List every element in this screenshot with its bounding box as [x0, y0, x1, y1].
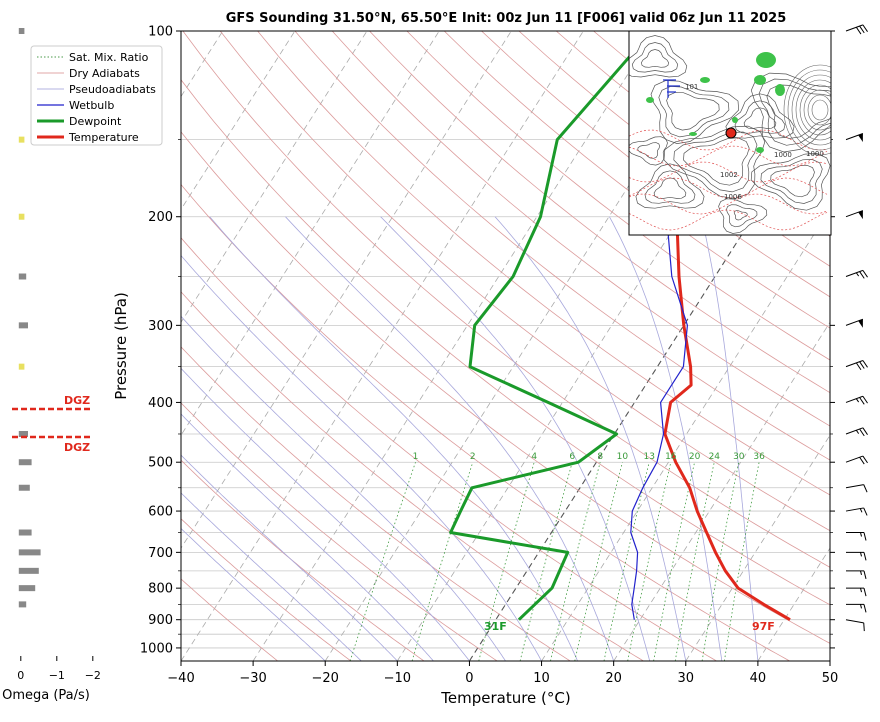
x-tick-label: 0: [465, 671, 473, 686]
inset-precip: [775, 84, 785, 96]
omega-bar: [19, 530, 32, 536]
inset-contour-label: 1000: [774, 151, 792, 159]
legend-label: Pseudoadiabats: [69, 83, 156, 96]
y-axis-label: Pressure (hPa): [112, 292, 130, 400]
inset-location-marker: [726, 128, 736, 138]
inset-precip: [700, 77, 710, 83]
omega-bar: [19, 549, 41, 555]
mixing-ratio-label: 2: [470, 452, 476, 462]
surface-dewpoint-label: 31F: [484, 620, 507, 633]
x-tick-label: 50: [822, 671, 839, 686]
mixing-ratio-label: 1: [413, 452, 419, 462]
omega-bar: [19, 568, 39, 574]
y-tick-label: 700: [148, 546, 173, 561]
surface-temperature-label: 97F: [752, 620, 775, 633]
dgz-label-top: DGZ: [64, 394, 90, 407]
inset-contour-label: 1002: [720, 171, 738, 179]
inset-precip: [756, 52, 776, 68]
inset-contour-label: 1006: [724, 193, 742, 201]
omega-tick-label: −2: [85, 669, 101, 682]
mixing-ratio-label: 36: [753, 452, 765, 462]
mixing-ratio-label: 20: [689, 452, 701, 462]
barb-full: [864, 623, 865, 631]
mixing-ratio-label: 8: [597, 452, 603, 462]
legend-label: Dry Adiabats: [69, 67, 140, 80]
legend-label: Wetbulb: [69, 99, 114, 112]
omega-bar: [19, 322, 28, 328]
x-tick-label: −40: [167, 671, 194, 686]
omega-bar: [19, 214, 25, 220]
y-tick-label: 800: [148, 582, 173, 597]
omega-tick-label: −1: [49, 669, 65, 682]
mixing-ratio-label: 10: [617, 452, 629, 462]
inset-precip: [689, 132, 697, 136]
legend-label: Temperature: [68, 131, 139, 144]
mixing-ratio-label: 24: [709, 452, 721, 462]
inset-precip: [732, 117, 738, 123]
chart-title: GFS Sounding 31.50°N, 65.50°E Init: 00z …: [226, 11, 787, 26]
y-tick-label: 200: [148, 210, 173, 225]
legend-label: Dewpoint: [69, 115, 122, 128]
mixing-ratio-label: 13: [643, 452, 654, 462]
y-tick-label: 300: [148, 319, 173, 334]
omega-bar: [19, 485, 30, 491]
omega-bar: [19, 274, 26, 280]
omega-tick-label: 0: [17, 669, 24, 682]
inset-precip: [756, 147, 764, 153]
mixing-ratio-label: 30: [733, 452, 745, 462]
y-tick-label: 600: [148, 505, 173, 520]
dgz-label-bottom: DGZ: [64, 441, 90, 454]
inset-contour-label: 101: [685, 83, 698, 91]
x-tick-label: 30: [678, 671, 695, 686]
inset-precip: [754, 75, 766, 85]
y-tick-label: 900: [148, 613, 173, 628]
y-tick-label: 400: [148, 396, 173, 411]
x-tick-label: −10: [384, 671, 411, 686]
legend-label: Sat. Mix. Ratio: [69, 51, 149, 64]
x-axis-label: Temperature (°C): [440, 689, 570, 707]
x-tick-label: −20: [312, 671, 339, 686]
omega-bar: [19, 585, 35, 591]
omega-bar: [19, 601, 26, 607]
mixing-ratio-label: 4: [531, 452, 537, 462]
mixing-ratio-label: 16: [665, 452, 677, 462]
inset-contour-label: 1000: [806, 150, 824, 158]
x-tick-label: 20: [605, 671, 622, 686]
mixing-ratio-label: 6: [569, 452, 575, 462]
omega-bar: [19, 137, 25, 143]
y-tick-label: 100: [148, 25, 173, 40]
omega-axis-label: Omega (Pa/s): [2, 688, 90, 703]
y-tick-label: 500: [148, 456, 173, 471]
y-tick-label: 1000: [140, 641, 173, 656]
inset-map: 1000 1002 1006 101 1000: [623, 31, 861, 235]
inset-precip: [646, 97, 654, 103]
x-tick-label: −30: [239, 671, 266, 686]
x-tick-label: 10: [533, 671, 550, 686]
omega-bar: [19, 459, 32, 465]
omega-bar: [19, 364, 25, 370]
x-tick-label: 40: [750, 671, 767, 686]
legend: Sat. Mix. Ratio Dry Adiabats Pseudoadiabat…: [31, 46, 162, 145]
omega-bar: [19, 28, 25, 34]
